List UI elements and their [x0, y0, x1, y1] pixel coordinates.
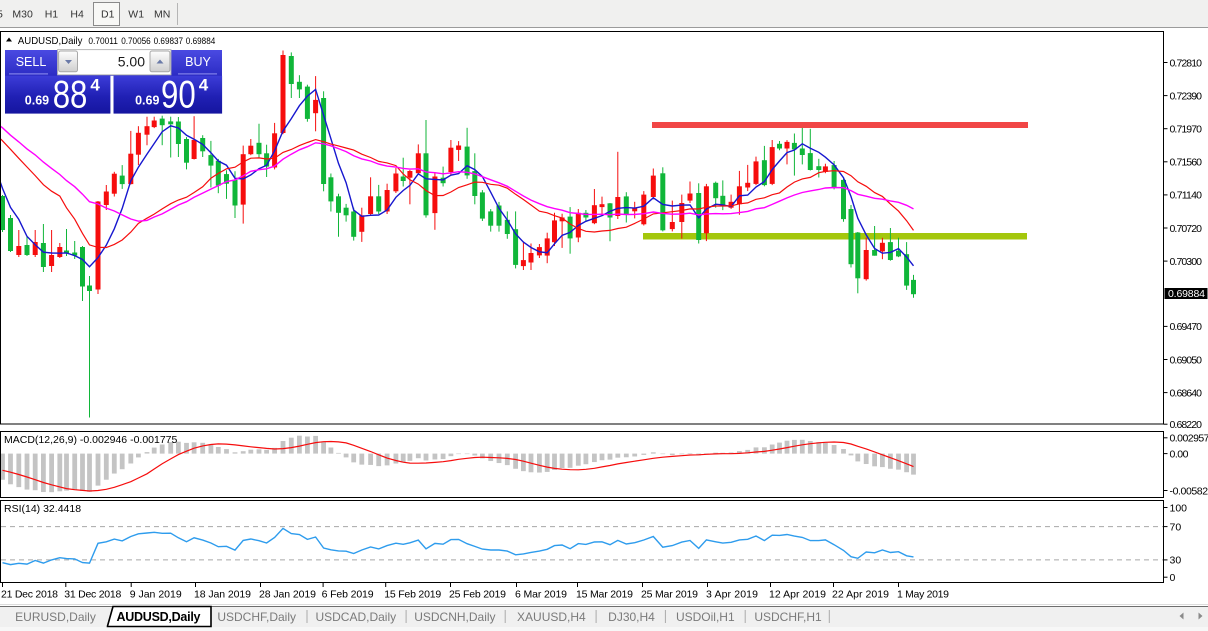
svg-text:0.70011: 0.70011	[88, 36, 118, 47]
svg-text:MN: MN	[154, 9, 170, 21]
svg-text:0.69884: 0.69884	[186, 36, 216, 47]
svg-text:22 Apr 2019: 22 Apr 2019	[832, 589, 889, 601]
svg-text:28 Jan 2019: 28 Jan 2019	[259, 589, 316, 601]
svg-text:USDCNH,Daily: USDCNH,Daily	[414, 610, 495, 624]
svg-text:D1: D1	[101, 9, 115, 21]
svg-text:25 Feb 2019: 25 Feb 2019	[449, 589, 506, 601]
svg-text:0.69: 0.69	[25, 94, 49, 108]
svg-text:25 Mar 2019: 25 Mar 2019	[641, 589, 698, 601]
svg-text:USDOil,H1: USDOil,H1	[676, 610, 735, 624]
svg-text:15 Feb 2019: 15 Feb 2019	[384, 589, 441, 601]
svg-text:0.69884: 0.69884	[1168, 288, 1205, 300]
svg-text:0.70720: 0.70720	[1170, 223, 1203, 235]
svg-text:XAUUSD,H4: XAUUSD,H4	[517, 610, 586, 624]
svg-text:H4: H4	[70, 9, 84, 21]
svg-text:MACD(12,26,9) -0.002946 -0.001: MACD(12,26,9) -0.002946 -0.001775	[4, 434, 178, 446]
svg-text:5: 5	[0, 9, 3, 21]
svg-text:15 Mar 2019: 15 Mar 2019	[576, 589, 633, 601]
svg-text:H1: H1	[45, 9, 59, 21]
svg-text:0: 0	[1170, 572, 1176, 584]
svg-text:AUDUSD,Daily: AUDUSD,Daily	[18, 35, 83, 47]
svg-text:0.71140: 0.71140	[1170, 190, 1203, 202]
svg-text:0.70300: 0.70300	[1170, 256, 1203, 268]
svg-text:USDCHF,H1: USDCHF,H1	[754, 610, 822, 624]
svg-text:0.71560: 0.71560	[1170, 157, 1203, 169]
svg-text:0.69470: 0.69470	[1170, 321, 1203, 333]
svg-text:0.70056: 0.70056	[121, 36, 151, 47]
svg-text:30: 30	[1170, 555, 1182, 567]
svg-text:70: 70	[1170, 521, 1182, 533]
svg-text:BUY: BUY	[185, 55, 211, 69]
svg-text:0.72390: 0.72390	[1170, 90, 1203, 102]
svg-text:0.68220: 0.68220	[1170, 419, 1203, 431]
svg-text:AUDUSD,Daily: AUDUSD,Daily	[117, 610, 201, 624]
svg-text:21 Dec 2018: 21 Dec 2018	[1, 589, 58, 601]
svg-text:6 Feb 2019: 6 Feb 2019	[322, 589, 374, 601]
svg-text:0.69837: 0.69837	[154, 36, 184, 47]
svg-text:0.71970: 0.71970	[1170, 124, 1203, 136]
svg-text:EURUSD,Daily: EURUSD,Daily	[15, 610, 96, 624]
svg-text:0.00: 0.00	[1170, 448, 1189, 460]
svg-text:88: 88	[53, 73, 88, 116]
svg-text:USDCAD,Daily: USDCAD,Daily	[315, 610, 396, 624]
svg-text:M30: M30	[12, 9, 33, 21]
svg-text:0.69: 0.69	[135, 94, 159, 108]
svg-text:18 Jan 2019: 18 Jan 2019	[194, 589, 251, 601]
svg-text:4: 4	[90, 76, 100, 95]
svg-text:100: 100	[1170, 502, 1188, 514]
svg-text:0.68640: 0.68640	[1170, 387, 1203, 399]
svg-text:-0.005825: -0.005825	[1170, 485, 1208, 497]
svg-text:12 Apr 2019: 12 Apr 2019	[769, 589, 826, 601]
svg-text:DJ30,H4: DJ30,H4	[608, 610, 655, 624]
svg-text:0.69050: 0.69050	[1170, 354, 1203, 366]
svg-text:3 Apr 2019: 3 Apr 2019	[706, 589, 758, 601]
svg-text:W1: W1	[128, 9, 144, 21]
svg-text:31 Dec 2018: 31 Dec 2018	[64, 589, 121, 601]
svg-text:6 Mar 2019: 6 Mar 2019	[515, 589, 567, 601]
svg-text:0.72810: 0.72810	[1170, 57, 1203, 69]
svg-text:9 Jan 2019: 9 Jan 2019	[130, 589, 182, 601]
svg-text:5.00: 5.00	[118, 54, 145, 70]
svg-text:1 May 2019: 1 May 2019	[897, 589, 949, 601]
svg-text:RSI(14) 32.4418: RSI(14) 32.4418	[4, 503, 81, 515]
svg-text:0.002957: 0.002957	[1170, 433, 1208, 445]
svg-text:SELL: SELL	[16, 55, 47, 69]
svg-text:USDCHF,Daily: USDCHF,Daily	[217, 610, 296, 624]
svg-text:90: 90	[161, 73, 196, 116]
svg-text:4: 4	[199, 76, 209, 95]
